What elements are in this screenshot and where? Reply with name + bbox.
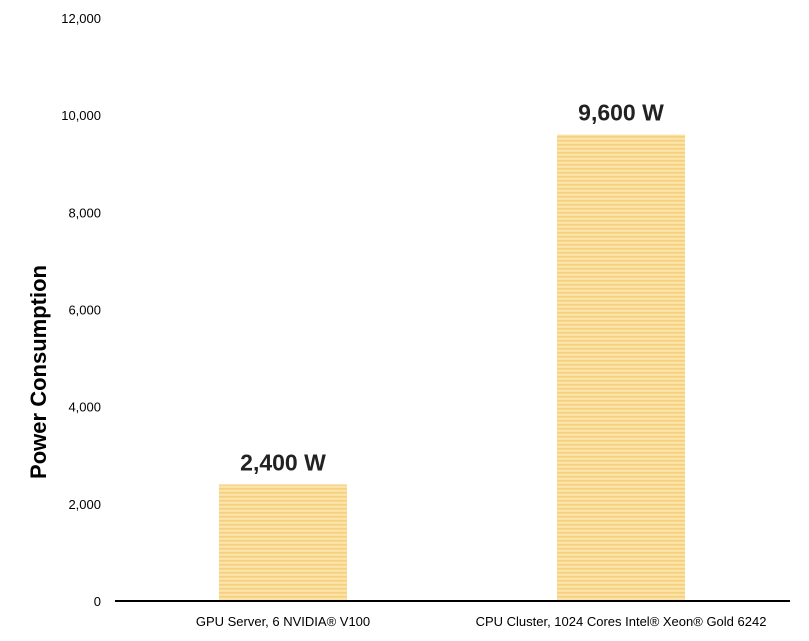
y-tick-label: 0 bbox=[94, 594, 101, 609]
x-tick-label: CPU Cluster, 1024 Cores Intel® Xeon® Gol… bbox=[476, 614, 767, 629]
x-tick-label: GPU Server, 6 NVIDIA® V100 bbox=[196, 614, 370, 629]
y-axis-title: Power Consumption bbox=[26, 265, 51, 479]
bar-data-label: 9,600 W bbox=[578, 100, 664, 126]
y-axis-ticks: 0 2,000 4,000 6,000 8,000 10,000 12,000 bbox=[61, 11, 101, 609]
bar bbox=[557, 134, 685, 601]
bar-data-label: 2,400 W bbox=[240, 449, 326, 475]
x-axis-tick-labels: GPU Server, 6 NVIDIA® V100 CPU Cluster, 1… bbox=[196, 614, 767, 629]
data-labels: 2,400 W 9,600 W bbox=[240, 100, 664, 476]
y-tick-label: 12,000 bbox=[61, 11, 101, 26]
y-tick-label: 10,000 bbox=[61, 108, 101, 123]
y-tick-label: 8,000 bbox=[68, 205, 101, 220]
y-tick-label: 6,000 bbox=[68, 303, 101, 318]
bars bbox=[219, 134, 685, 601]
y-tick-label: 2,000 bbox=[68, 497, 101, 512]
y-tick-label: 4,000 bbox=[68, 400, 101, 415]
bar bbox=[219, 484, 347, 601]
